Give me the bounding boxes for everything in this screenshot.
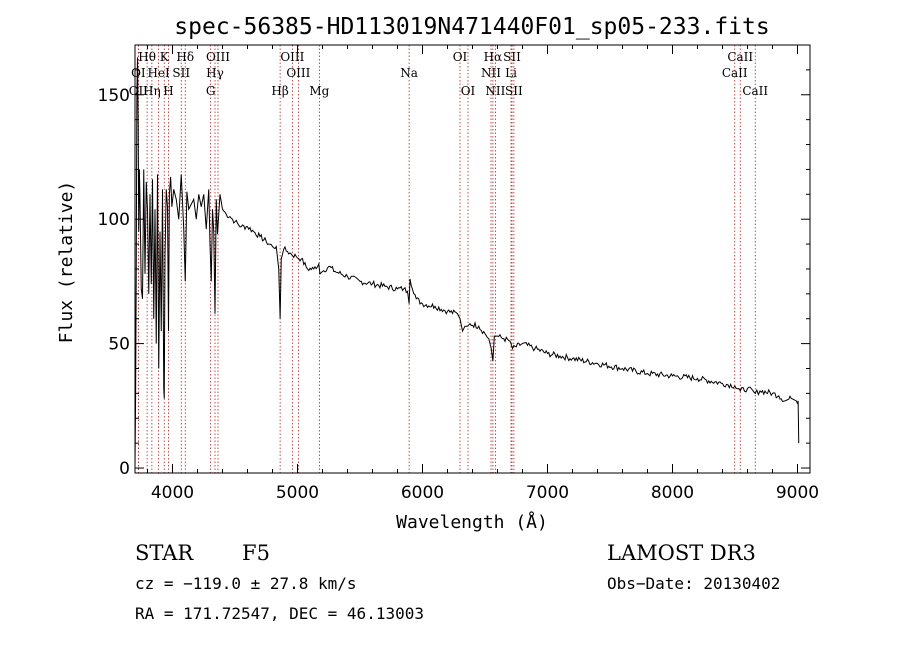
line-label: OIII [206,50,230,64]
x-tick-label: 5000 [276,483,319,503]
spectral-line-markers [137,45,756,473]
line-label: HeI [147,66,170,80]
x-axis-label: Wavelength (Å) [396,511,548,533]
line-label: K [160,50,170,64]
line-label: OIII [280,50,304,64]
line-label: OIII [286,66,310,80]
line-label: OI [453,50,468,64]
y-axis-label: Flux (relative) [56,181,77,344]
line-label: OI [131,66,146,80]
line-label: SII [503,50,521,64]
survey-name: LAMOST DR3 [607,541,756,565]
spectral-subclass: F5 [242,541,270,565]
line-label: CaII [742,84,768,98]
chart-title: spec-56385-HD113019N471440F01_sp05-233.f… [174,14,769,40]
x-tick-label: 9000 [776,483,819,503]
coordinates: RA = 171.72547, DEC = 46.13003 [135,604,424,623]
axis-ticks: 4000 5000 6000 7000 8000 9000 0 50 100 150 [98,45,819,503]
line-label: Hα [484,50,503,64]
line-label: CaII [727,50,753,64]
y-tick-label: 100 [98,210,130,230]
line-label: Hβ [271,84,288,98]
line-label: SII [505,84,523,98]
line-label: Li [505,66,517,80]
y-tick-label: 150 [98,86,130,106]
line-label: G [206,84,216,98]
line-label: NII [481,66,501,80]
line-label: Hδ [176,50,194,64]
line-label: Mg [309,84,329,98]
object-class: STAR [135,541,194,565]
line-label: NII [485,84,505,98]
line-label: CaII [722,66,748,80]
flux-series-line [134,57,800,469]
line-label: SII [172,66,190,80]
redshift-velocity: cz = −119.0 ± 27.8 km/s [135,574,357,593]
x-tick-label: 8000 [651,483,694,503]
line-label: H [163,84,173,98]
plot-frame [134,44,811,474]
line-label: Na [400,66,418,80]
line-label: OI [461,84,476,98]
line-label: Hγ [206,66,224,80]
line-label: Hη [143,84,161,98]
y-tick-label: 50 [108,335,130,355]
observation-date: Obs−Date: 20130402 [607,574,780,593]
y-tick-label: 0 [119,459,130,479]
x-tick-label: 4000 [151,483,194,503]
x-tick-label: 7000 [526,483,569,503]
line-label: Hθ [138,50,156,64]
x-tick-label: 6000 [401,483,444,503]
